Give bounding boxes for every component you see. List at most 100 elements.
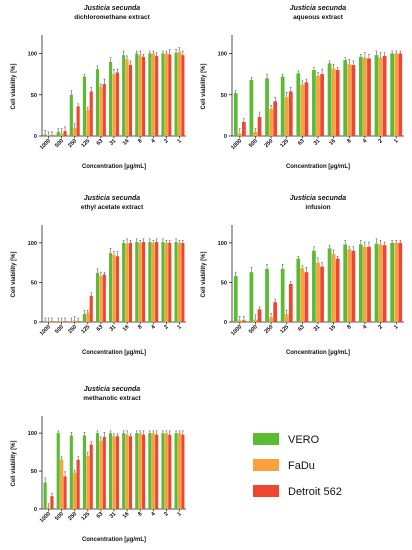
bar-fadu-500	[253, 131, 258, 136]
y-tick-label: 100	[28, 241, 37, 247]
bar-vero-8	[343, 244, 348, 322]
bar-vero-250	[265, 78, 269, 136]
bar-detroit-562-8	[142, 434, 146, 509]
bar-vero-500	[56, 321, 60, 322]
bar-fadu-16	[125, 434, 129, 509]
bar-detroit-562-125	[89, 444, 93, 509]
bar-vero-1000	[233, 93, 238, 136]
bar-vero-31	[312, 70, 316, 136]
x-tick-label: 1000	[39, 324, 52, 337]
bar-detroit-562-4	[155, 434, 159, 509]
bar-fadu-1	[177, 242, 182, 322]
chart-subtitle: infusion	[305, 204, 330, 211]
x-tick-label: 1000	[39, 511, 52, 524]
chart-panel-infusion: Justicia secunda infusion 0 50 100 Cell viabi…	[201, 195, 404, 356]
x-tick-label: 2	[378, 138, 384, 144]
x-tick-label: 2	[163, 138, 169, 144]
bar-detroit-562-2	[382, 55, 387, 136]
bar-detroit-562-31	[115, 72, 119, 136]
x-tick-label: 31	[109, 138, 118, 147]
legend-swatch	[253, 485, 279, 497]
x-axis-label: Concentration [µg/mL]	[82, 537, 146, 543]
y-tick-label: 100	[28, 52, 37, 58]
y-tick-label: 50	[31, 93, 37, 99]
bar-fadu-16	[331, 68, 336, 136]
x-tick-label: 500	[248, 138, 259, 149]
legend-swatch	[253, 459, 279, 471]
bar-vero-1	[174, 242, 178, 322]
bar-fadu-8	[138, 433, 142, 509]
bar-vero-63	[95, 433, 100, 509]
chart-panels: Justicia secunda dichloromethane extract 0…	[11, 5, 404, 543]
bar-detroit-562-63	[102, 274, 106, 322]
chart-subtitle: aqueous extract	[293, 14, 344, 21]
bar-detroit-562-125	[288, 91, 293, 136]
bar-vero-2	[374, 55, 379, 136]
bar-vero-63	[296, 73, 301, 136]
bar-detroit-562-1	[398, 53, 403, 136]
bar-vero-1000	[43, 134, 47, 136]
bar-detroit-562-125	[89, 91, 93, 136]
x-tick-label: 250	[67, 138, 78, 149]
bar-vero-250	[69, 321, 73, 322]
bar-detroit-562-16	[335, 70, 340, 136]
x-tick-label: 1	[176, 138, 182, 144]
bar-detroit-562-63	[102, 84, 106, 136]
legend-label: FaDu	[288, 460, 315, 472]
chart-panel-dichloromethane-extract: Justicia secunda dichloromethane extract 0…	[11, 5, 186, 170]
y-tick-label: 100	[218, 241, 227, 247]
bar-vero-1	[174, 52, 178, 136]
x-tick-label: 1	[393, 324, 399, 330]
bar-detroit-562-500	[63, 131, 67, 136]
bar-detroit-562-1000	[242, 320, 246, 322]
x-tick-label: 16	[122, 138, 131, 147]
bar-detroit-562-4	[155, 242, 159, 322]
bar-vero-125	[82, 76, 86, 136]
y-tick-label: 100	[28, 431, 37, 437]
x-tick-label: 125	[80, 324, 91, 335]
chart-subtitle: ethyl acetate extract	[81, 204, 144, 211]
bar-vero-63	[95, 272, 100, 322]
bar-detroit-562-500	[63, 321, 67, 322]
chart-panel-aqueous-extract: Justicia secunda aqueous extract 0 50 100 Cel…	[201, 5, 404, 170]
bar-detroit-562-250	[273, 302, 278, 322]
bar-fadu-1000	[46, 321, 51, 322]
bar-vero-500	[249, 272, 254, 322]
bar-vero-500	[249, 79, 254, 136]
bar-detroit-562-1000	[50, 496, 54, 509]
x-tick-label: 125	[80, 138, 91, 149]
x-tick-label: 31	[313, 324, 322, 333]
x-tick-label: 500	[54, 138, 65, 149]
bar-vero-31	[109, 433, 113, 509]
bar-fadu-63	[99, 276, 103, 322]
bar-detroit-562-31	[320, 266, 324, 322]
bar-detroit-562-16	[128, 65, 133, 136]
x-tick-label: 500	[54, 324, 65, 335]
bar-vero-125	[82, 314, 86, 322]
bar-detroit-562-2	[168, 242, 172, 322]
bar-fadu-125	[86, 109, 90, 136]
x-tick-label: 250	[67, 324, 78, 335]
y-tick-label: 0	[34, 134, 37, 140]
x-tick-label: 63	[297, 138, 306, 147]
x-tick-label: 63	[96, 324, 105, 333]
bar-vero-1000	[43, 321, 47, 322]
bar-fadu-125	[86, 312, 90, 322]
chart-panel-ethyl-acetate-extract: Justicia secunda ethyl acetate extract 0 50…	[11, 195, 186, 356]
x-axis-label: Concentration [µg/mL]	[286, 164, 350, 170]
bar-detroit-562-8	[142, 56, 146, 136]
y-tick-label: 0	[224, 320, 227, 326]
x-tick-label: 63	[297, 324, 306, 333]
bar-vero-8	[135, 53, 139, 136]
chart-title: Justicia secunda	[84, 195, 141, 202]
bar-fadu-2	[378, 244, 383, 322]
x-axis-label: Concentration [µg/mL]	[82, 164, 146, 170]
bar-fadu-250	[73, 320, 77, 322]
bar-vero-125	[280, 76, 285, 136]
bar-fadu-31	[112, 254, 116, 322]
bar-fadu-31	[112, 74, 116, 136]
bar-vero-125	[82, 435, 86, 509]
x-tick-label: 31	[109, 511, 118, 520]
bar-detroit-562-63	[304, 82, 309, 136]
